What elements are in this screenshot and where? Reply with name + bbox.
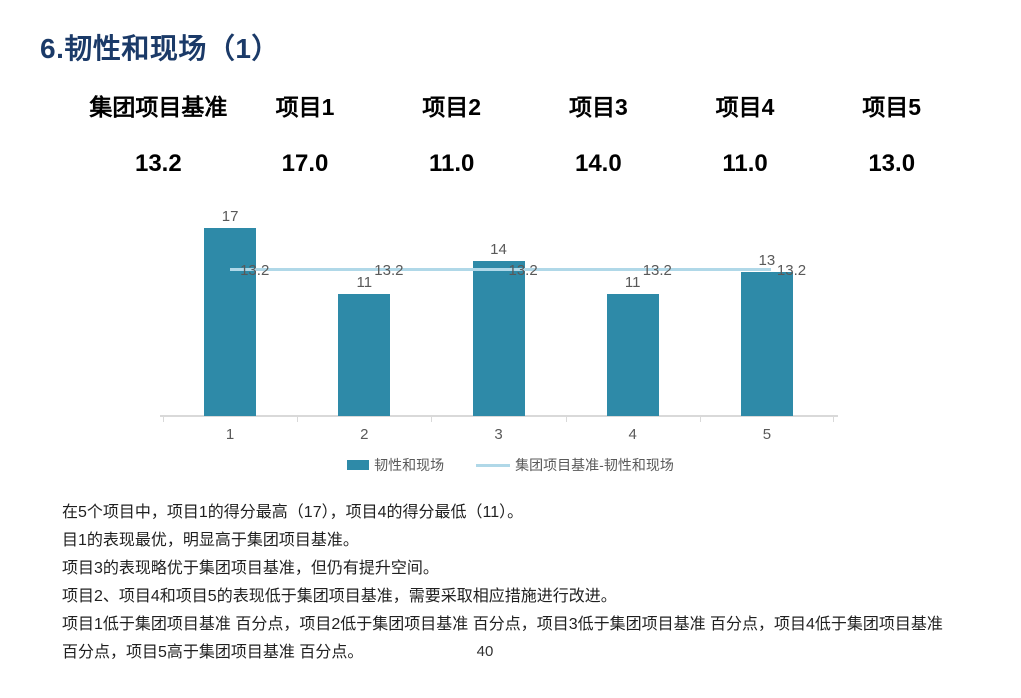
bar-value-label: 13 (758, 252, 776, 270)
bar-series-swatch (347, 460, 370, 470)
benchmark-value-label: 13.2 (374, 262, 404, 280)
metric-label-project5: 项目5 (862, 94, 922, 120)
analysis-line-3: 项目3的表现略优于集团项目基准，但仍有提升空间。 (62, 560, 439, 577)
bar (338, 294, 391, 416)
metric-label-project3: 项目3 (568, 94, 628, 120)
axis-tick (833, 416, 834, 422)
metric-label-project2: 项目2 (422, 94, 482, 120)
axis-tick (699, 416, 701, 422)
legend-item-benchmark: 集团项目基准-韧性和现场 (476, 455, 674, 475)
line-series-swatch (476, 463, 511, 467)
bar-value-label: 11 (624, 274, 641, 292)
bar-chart: 17 1 11 2 14 3 11 4 13 5 13.2 13.2 13.2 13.2 13.2 (160, 195, 838, 443)
bar (740, 272, 793, 416)
legend-label-bars: 韧性和现场 (374, 457, 445, 473)
metric-value-project3: 14.0 (574, 150, 622, 177)
benchmark-line (230, 268, 771, 272)
benchmark-value-label: 13.2 (240, 262, 270, 280)
page-number: 40 (476, 643, 494, 660)
category-label: 1 (225, 426, 235, 443)
metric-value-project1: 17.0 (281, 150, 329, 177)
metric-value-project4: 11.0 (722, 150, 768, 177)
metrics-value-row: 13.2 17.0 11.0 14.0 11.0 13.0 (85, 150, 965, 178)
bar-value-label: 17 (221, 208, 239, 226)
category-label: 5 (762, 426, 772, 443)
benchmark-value-label: 13.2 (776, 262, 807, 280)
axis-tick (565, 416, 567, 422)
analysis-line-4: 项目2、项目4和项目5的表现低于集团项目基准，需要采取相应措施进行改进。 (62, 588, 617, 605)
analysis-line-2: 目1的表现最优，明显高于集团项目基准。 (62, 532, 359, 549)
metric-label-project4: 项目4 (715, 94, 775, 120)
benchmark-value-label: 13.2 (642, 262, 672, 280)
metric-value-project2: 11.0 (428, 150, 475, 177)
category-label: 4 (628, 426, 637, 443)
benchmark-value-label: 13.2 (508, 262, 538, 280)
metric-value-benchmark: 13.2 (134, 150, 182, 177)
bar (606, 294, 659, 416)
bar (204, 228, 257, 416)
metric-label-project1: 项目1 (275, 94, 335, 120)
bar (472, 261, 525, 416)
bar-value-label: 14 (490, 241, 507, 259)
axis-tick (163, 416, 164, 422)
legend-item-bars: 韧性和现场 (347, 455, 444, 475)
metrics-header-row: 集团项目基准 项目1 项目2 项目3 项目4 项目5 (85, 88, 965, 122)
axis-tick (297, 416, 299, 422)
page-title: 6.韧性和现场（1） (40, 32, 280, 64)
analysis-line-5: 项目1低于集团项目基准 百分点，项目2低于集团项目基准 百分点，项目3低于集团项… (62, 616, 943, 661)
analysis-text: 在5个项目中，项目1的得分最高（17），项目4的得分最低（11）。 目1的表现最… (62, 499, 962, 667)
category-label: 3 (494, 426, 503, 443)
legend-label-benchmark: 集团项目基准-韧性和现场 (515, 457, 674, 473)
metric-value-project5: 13.0 (868, 150, 916, 177)
chart-legend: 韧性和现场 集团项目基准-韧性和现场 (0, 455, 1021, 475)
metric-label-benchmark: 集团项目基准 (89, 94, 228, 120)
bar-value-label: 11 (356, 274, 373, 292)
category-label: 2 (360, 426, 369, 443)
axis-tick (431, 416, 433, 422)
x-axis (160, 415, 838, 417)
analysis-line-1: 在5个项目中，项目1的得分最高（17），项目4的得分最低（11）。 (62, 504, 524, 521)
